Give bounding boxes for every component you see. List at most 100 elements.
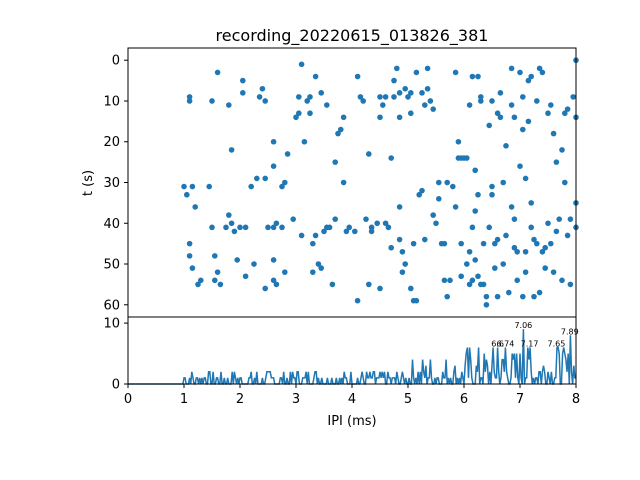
- raster-point: [567, 216, 574, 222]
- raster-point: [298, 61, 305, 68]
- raster-point: [399, 248, 406, 255]
- raster-point: [472, 208, 479, 214]
- raster-point: [298, 232, 305, 239]
- raster-point: [511, 216, 518, 222]
- raster-point: [186, 240, 193, 247]
- raster-y-tick-label: 40: [103, 217, 120, 232]
- raster-point: [536, 65, 543, 72]
- raster-frame: [127, 47, 577, 318]
- raster-point: [282, 269, 288, 275]
- raster-point: [553, 159, 560, 165]
- raster-point: [279, 183, 285, 190]
- raster-point: [214, 269, 221, 275]
- raster-point: [517, 163, 523, 169]
- raster-point: [396, 236, 403, 243]
- raster-point: [427, 98, 434, 104]
- raster-point: [542, 265, 548, 271]
- ipi-peak-label: 7.65: [547, 339, 565, 348]
- raster-point: [450, 183, 456, 190]
- raster-point: [452, 69, 459, 76]
- raster-point: [377, 94, 383, 100]
- raster-point: [506, 289, 512, 296]
- raster-point: [466, 281, 473, 288]
- raster-point: [186, 94, 193, 100]
- raster-point: [413, 69, 420, 76]
- raster-point: [410, 240, 417, 247]
- raster-point: [413, 297, 420, 304]
- raster-point: [416, 191, 423, 198]
- raster-point: [315, 261, 322, 267]
- raster-point: [480, 240, 487, 247]
- raster-point: [424, 85, 431, 92]
- raster-point: [335, 130, 341, 137]
- raster-point: [332, 159, 339, 165]
- raster-point: [262, 175, 269, 182]
- raster-point: [508, 204, 515, 210]
- raster-point: [525, 77, 532, 84]
- raster-point: [545, 110, 551, 117]
- raster-point: [489, 98, 495, 104]
- raster-point: [310, 269, 316, 275]
- raster-y-tick-label: 10: [103, 94, 120, 109]
- raster-point: [508, 102, 515, 108]
- raster-point: [310, 240, 316, 247]
- raster-point: [528, 224, 534, 231]
- raster-point: [455, 138, 462, 145]
- raster-point: [422, 102, 428, 108]
- chart-title: recording_20220615_013826_381: [216, 26, 489, 46]
- raster-point: [366, 281, 372, 288]
- raster-point: [483, 293, 490, 300]
- raster-point: [520, 94, 526, 100]
- raster-point: [405, 94, 411, 100]
- raster-y-tick-label: 20: [103, 135, 120, 150]
- raster-point: [522, 248, 529, 255]
- ipi-x-tick-label: 7: [516, 392, 524, 407]
- raster-point: [436, 179, 442, 186]
- raster-point: [296, 110, 302, 117]
- raster-point: [472, 167, 479, 174]
- raster-point: [270, 163, 277, 169]
- raster-point: [444, 179, 451, 186]
- raster-point: [536, 289, 543, 296]
- raster-point: [296, 94, 302, 100]
- raster-point: [514, 277, 520, 284]
- raster-point: [366, 151, 372, 157]
- raster-point: [240, 90, 246, 96]
- raster-point: [503, 143, 509, 149]
- raster-point: [553, 228, 560, 235]
- raster-point: [494, 110, 501, 117]
- raster-point: [475, 273, 481, 280]
- raster-point: [354, 73, 361, 80]
- raster-point: [304, 98, 311, 104]
- raster-point: [270, 257, 277, 263]
- raster-point: [256, 94, 263, 100]
- raster-point: [408, 110, 414, 117]
- raster-point: [458, 273, 465, 280]
- raster-point: [408, 285, 414, 292]
- raster-point: [430, 106, 437, 112]
- raster-point: [567, 281, 574, 288]
- raster-point: [242, 273, 249, 280]
- raster-point: [181, 183, 187, 190]
- raster-point: [466, 102, 473, 108]
- ipi-x-tick-label: 1: [180, 392, 188, 407]
- raster-point: [396, 114, 403, 121]
- raster-point: [419, 187, 425, 194]
- raster-point: [226, 212, 232, 218]
- raster-point: [402, 85, 409, 92]
- raster-point: [559, 147, 565, 153]
- raster-point: [472, 257, 479, 263]
- ipi-y-ticks: 0 10: [103, 317, 128, 393]
- raster-point: [556, 216, 562, 222]
- raster-point: [265, 224, 271, 231]
- raster-point: [550, 130, 557, 137]
- raster-point: [520, 126, 526, 133]
- raster-point: [441, 240, 448, 247]
- raster-point: [441, 277, 448, 284]
- raster-point: [511, 244, 518, 251]
- raster-point: [466, 248, 473, 255]
- raster-y-label: t (s): [81, 170, 96, 196]
- raster-point: [318, 90, 325, 96]
- ipi-frame: [127, 316, 577, 385]
